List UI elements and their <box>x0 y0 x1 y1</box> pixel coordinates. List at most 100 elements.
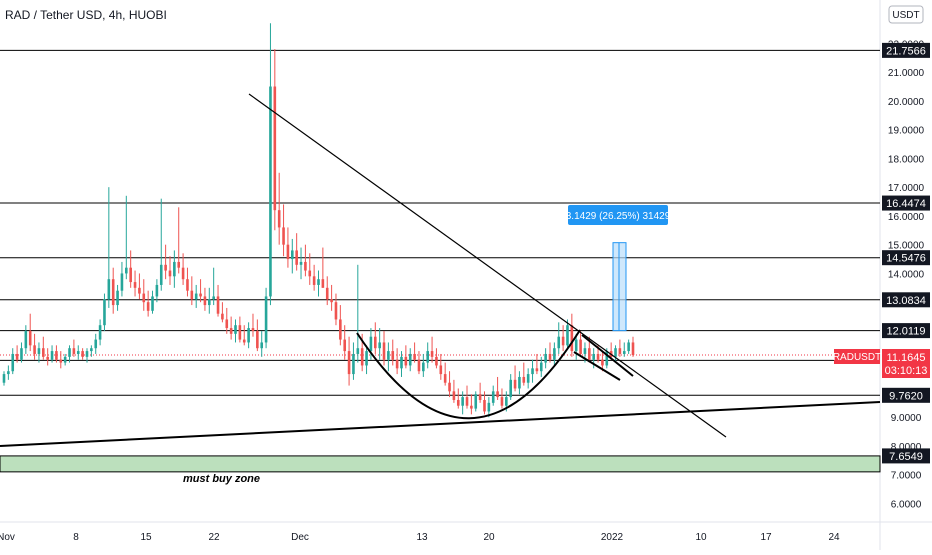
time-tick: 20 <box>483 532 495 543</box>
candle-body <box>85 351 89 357</box>
price-tick: 17.0000 <box>888 183 925 194</box>
price-tick: 19.0000 <box>888 126 925 137</box>
candle-body <box>522 376 526 383</box>
zone-label: must buy zone <box>183 473 260 485</box>
candle-body <box>277 210 281 228</box>
candle-body <box>290 250 294 260</box>
candle-body <box>120 273 124 291</box>
candle-body <box>400 356 403 369</box>
candle-body <box>15 353 19 360</box>
candle-body <box>579 339 582 354</box>
candle-body <box>24 330 28 349</box>
candle-body <box>299 261 303 265</box>
horizontal-levels <box>0 49 880 396</box>
candle-body <box>373 336 377 349</box>
candle-body <box>561 336 565 346</box>
candle-body <box>2 374 6 383</box>
price-tick: 18.0000 <box>888 154 925 165</box>
candle-body <box>566 325 569 346</box>
ascending-support-line[interactable] <box>0 401 881 447</box>
candle-body <box>352 353 355 375</box>
candle-body <box>20 348 23 360</box>
price-tick: 8.0000 <box>891 442 922 453</box>
candle-body <box>343 339 347 352</box>
candle-body <box>518 376 521 389</box>
time-tick: 2022 <box>601 532 624 543</box>
candle-body <box>81 351 84 357</box>
cup-curve[interactable] <box>356 329 581 420</box>
candle-body <box>627 342 630 352</box>
candle-body <box>596 353 600 360</box>
level-badge-label: 16.4474 <box>886 198 926 210</box>
candle-body <box>574 339 578 352</box>
candle-body <box>46 356 49 360</box>
level-badge <box>882 323 930 339</box>
candle-body <box>282 227 285 245</box>
candle-body <box>395 359 399 369</box>
currency-button-label: USDT <box>892 10 919 21</box>
candle-body <box>404 356 408 366</box>
candle-body <box>470 405 473 409</box>
candle-body <box>94 339 98 349</box>
level-badge-label: 12.0119 <box>887 326 926 338</box>
candle-body <box>125 267 128 274</box>
candle-body <box>164 264 167 271</box>
candle-body <box>168 270 172 277</box>
current-price-badge <box>882 349 930 378</box>
time-tick: Dec <box>291 532 309 543</box>
candle-body <box>474 394 478 409</box>
must-buy-zone[interactable] <box>0 455 881 473</box>
candle-body <box>382 342 386 360</box>
handle-line-lower[interactable] <box>573 351 621 381</box>
candle-body <box>221 313 224 320</box>
candle-body <box>347 351 351 375</box>
candle-body <box>90 348 93 352</box>
candles <box>2 23 635 418</box>
handle-line-upper[interactable] <box>581 334 634 377</box>
candle-body <box>513 379 517 389</box>
time-tick: 24 <box>828 532 840 543</box>
candle-body <box>456 399 460 406</box>
level-badge-label: 13.0834 <box>886 295 926 307</box>
price-tick: 15.0000 <box>888 241 925 252</box>
candle-body <box>531 368 534 375</box>
zone-badge <box>882 448 930 464</box>
candle-body <box>103 299 106 326</box>
candle-body <box>583 348 587 354</box>
candle-body <box>365 351 368 366</box>
candle-body <box>312 276 316 285</box>
currency-button[interactable] <box>888 5 924 24</box>
candle-body <box>622 351 626 354</box>
candle-body <box>11 353 15 372</box>
candle-body <box>7 371 10 375</box>
candle-body <box>129 267 132 283</box>
candle-body <box>308 270 312 277</box>
candle-body <box>614 348 617 357</box>
candle-body <box>159 264 163 285</box>
candle-body <box>242 339 246 343</box>
candle-body <box>422 362 425 372</box>
level-badge <box>882 250 930 266</box>
candle-body <box>107 279 111 300</box>
candle-body <box>273 86 277 211</box>
candle-body <box>461 397 464 406</box>
candle-body <box>142 293 146 303</box>
candle-body <box>72 348 76 354</box>
candle-body <box>465 397 469 406</box>
candle-body <box>42 348 45 357</box>
candle-body <box>59 359 63 363</box>
candle-body <box>76 351 80 354</box>
candle-body <box>601 359 604 366</box>
candle-body <box>256 330 259 349</box>
time-tick: 22 <box>208 532 220 543</box>
candle-body <box>548 353 552 360</box>
candle-body <box>225 319 229 329</box>
candle-body <box>330 299 333 303</box>
candle-body <box>509 379 512 398</box>
descending-trendline[interactable] <box>248 93 727 438</box>
countdown-label: 03:10:13 <box>885 365 928 377</box>
candle-body <box>155 284 159 297</box>
level-badge-label: 14.5476 <box>886 253 926 265</box>
